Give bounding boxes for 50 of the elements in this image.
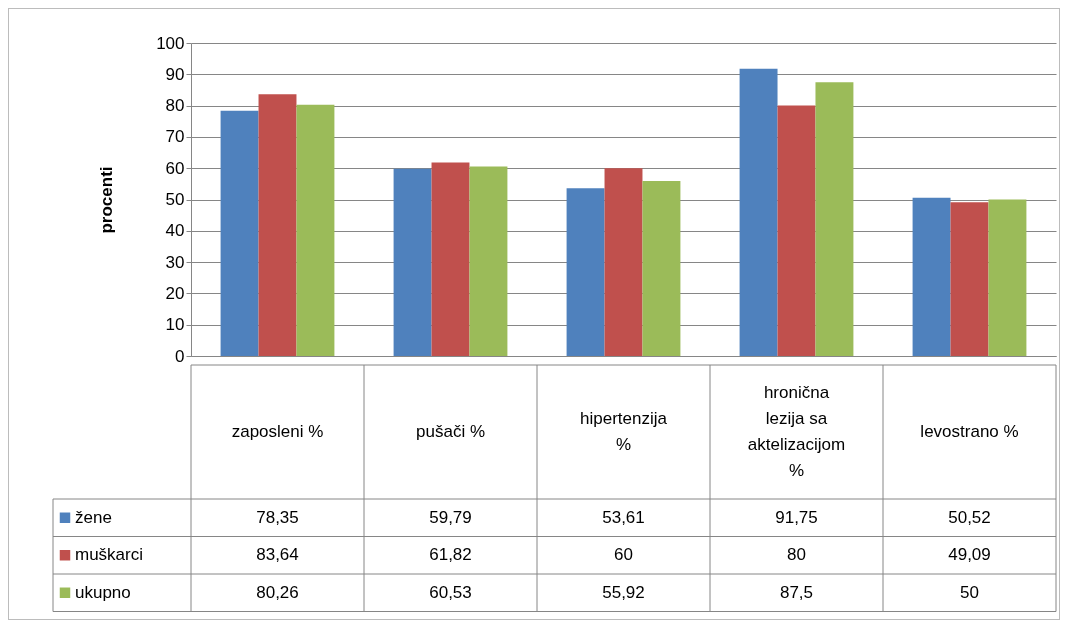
x-tick-label: hipertenzija % xyxy=(580,409,668,454)
data-label: 53,61 xyxy=(602,507,645,527)
bar xyxy=(950,202,989,356)
legend-label: ukupno xyxy=(75,582,131,602)
bar xyxy=(469,166,508,356)
x-tick-label: levostrano % xyxy=(920,422,1019,441)
data-label: 83,64 xyxy=(256,545,299,565)
legend-label: žene xyxy=(75,507,112,527)
y-tick-label: 100 xyxy=(156,33,185,53)
data-label: 78,35 xyxy=(256,507,299,527)
bar xyxy=(739,68,778,356)
bar xyxy=(431,162,470,356)
data-label: 50,52 xyxy=(948,507,991,527)
data-label: 60,53 xyxy=(429,582,472,602)
y-tick-label: 50 xyxy=(165,190,185,209)
y-tick-label: 10 xyxy=(165,315,185,335)
bar xyxy=(220,110,259,356)
data-label: 91,75 xyxy=(775,507,818,527)
data-label: 80,26 xyxy=(256,582,299,602)
data-label: 50 xyxy=(960,582,979,602)
data-label: 55,92 xyxy=(602,582,645,602)
bar xyxy=(777,105,816,356)
y-tick-label: 0 xyxy=(175,346,185,366)
y-tick-label: 30 xyxy=(165,252,185,272)
bar xyxy=(566,188,605,356)
data-label: 49,09 xyxy=(948,545,991,565)
y-tick-label: 60 xyxy=(165,158,185,178)
bar xyxy=(912,197,951,356)
y-tick-label: 20 xyxy=(165,283,185,303)
legend-label: muškarci xyxy=(75,545,144,565)
x-tick-label: pušači % xyxy=(416,422,485,441)
bar xyxy=(393,168,432,356)
bar xyxy=(296,104,335,356)
x-tick-label: hronična lezija sa aktelizacijom % xyxy=(747,383,846,480)
y-tick-label: 90 xyxy=(165,64,185,84)
y-tick-label: 40 xyxy=(165,221,185,241)
bar xyxy=(604,168,643,356)
bar xyxy=(642,180,681,356)
bar xyxy=(815,82,854,356)
y-axis-title: procenti xyxy=(97,166,117,234)
bar xyxy=(988,199,1027,356)
bar xyxy=(258,94,297,356)
data-label: 80 xyxy=(787,545,806,565)
y-tick-label: 80 xyxy=(165,96,185,116)
data-label: 87,5 xyxy=(779,582,814,602)
x-tick-label: zaposleni % xyxy=(231,422,324,441)
data-label: 61,82 xyxy=(429,545,472,565)
data-label: 59,79 xyxy=(429,507,472,527)
data-label: 60 xyxy=(614,545,633,565)
y-tick-label: 70 xyxy=(165,127,185,147)
